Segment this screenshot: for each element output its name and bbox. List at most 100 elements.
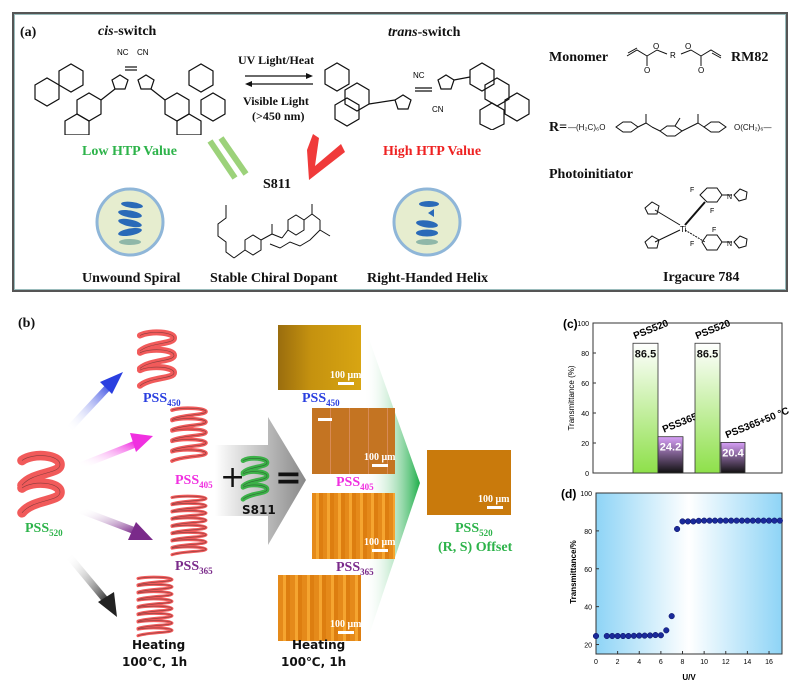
panel-c-label: (c) [563, 317, 578, 331]
bar-value-label: 86.5 [635, 348, 656, 360]
bar-value-label: 86.5 [697, 348, 718, 360]
x-tick-label: 16 [765, 659, 773, 666]
pss520-label: PSS520 [25, 521, 63, 538]
forward-condition: UV Light/Heat [238, 53, 315, 67]
svg-text:N: N [727, 241, 732, 248]
cis-switch-title: cis-switch [98, 24, 156, 40]
svg-text:F: F [690, 187, 694, 194]
bar [720, 441, 746, 474]
trans-molecule: NC CN [324, 62, 530, 130]
s811-label-a: S811 [263, 177, 292, 192]
x-tick-label: 8 [681, 659, 685, 666]
data-point [755, 517, 762, 524]
scale-bar-3 [372, 549, 388, 552]
data-point [609, 632, 616, 640]
bar-value-label: 20.4 [722, 447, 744, 459]
bar-name-label: PSS520 [632, 318, 671, 342]
trans-italic: trans [388, 25, 418, 40]
pss450-label: PSS450 [143, 391, 181, 408]
scale-label-3: 100 μm [364, 537, 396, 548]
data-point [636, 632, 643, 639]
scale-bar-2b [318, 418, 332, 421]
pss405-label: PSS405 [175, 473, 213, 490]
offset-pss520-label: PSS520 [455, 521, 493, 538]
data-point [679, 518, 686, 525]
spring-s811 [240, 455, 270, 502]
svg-text:CN: CN [137, 48, 149, 57]
photoinitiator-label: Photoinitiator [549, 167, 633, 182]
x-tick-label: 12 [722, 659, 730, 666]
scale-label-1: 100 μm [330, 370, 362, 381]
bar-name-label: PSS520 [694, 318, 733, 342]
not-equal-bars-icon [207, 136, 249, 180]
r-right-chain: O(CH₂)₆— [734, 123, 772, 132]
scale-label-4: 100 μm [330, 619, 362, 630]
svg-text:F: F [712, 227, 716, 234]
data-point [717, 517, 724, 524]
cis-italic: cis [98, 24, 114, 39]
heating-label-right: Heating [292, 638, 346, 652]
data-point [614, 632, 621, 640]
r-equals-label: R= [549, 120, 568, 135]
data-point [674, 525, 681, 533]
data-point [684, 518, 691, 525]
x-tick-label: 0 [594, 659, 598, 666]
cis-molecule: NC CN [34, 48, 226, 135]
svg-text:F: F [690, 241, 694, 248]
micro-pss365-label: PSS365 [336, 560, 374, 577]
low-htp-label: Low HTP Value [82, 144, 177, 159]
y-tick-label: 40 [584, 605, 592, 612]
y-tick-label: 100 [577, 321, 589, 328]
y-tick-label: 40 [581, 411, 589, 418]
data-point [603, 632, 610, 640]
data-point [668, 613, 675, 620]
spring-pss405 [170, 406, 208, 463]
spring-heating [136, 575, 174, 638]
data-point [630, 632, 637, 639]
scale-bar-1 [338, 382, 354, 385]
svg-text:O: O [653, 42, 659, 51]
data-point [619, 632, 627, 640]
scale-bar-2 [372, 464, 388, 467]
y-tick-label: 60 [584, 567, 592, 574]
bar-name-label: PSS365 [661, 411, 700, 435]
svg-text:Ti: Ti [680, 225, 687, 234]
y-tick-label: 20 [581, 441, 589, 448]
r-group-structure [615, 114, 727, 137]
spring-pss450 [136, 329, 178, 389]
equilibrium-arrows-icon [245, 73, 313, 87]
data-point [652, 632, 659, 639]
x-tick-label: 2 [616, 659, 620, 666]
bar-name-label: PSS365+50 °C [724, 406, 791, 442]
y-tick-label: 80 [584, 529, 592, 536]
data-point [760, 517, 767, 524]
y-axis-label: Transmittance/% [569, 540, 578, 604]
data-point [776, 517, 783, 524]
purple-arrow-icon [78, 506, 153, 540]
x-tick-label: 14 [743, 659, 751, 666]
data-point [722, 517, 729, 524]
data-point [701, 517, 708, 524]
unwound-spiral-label: Unwound Spiral [82, 271, 181, 286]
x-tick-label: 10 [700, 659, 708, 666]
x-tick-label: 6 [659, 659, 663, 666]
s811-molecule [217, 204, 331, 259]
data-point [657, 632, 664, 639]
blue-arrow-icon [65, 372, 123, 433]
dark-arrow-icon [65, 552, 117, 617]
y-tick-label: 0 [585, 471, 589, 478]
y-tick-label: 60 [581, 381, 589, 388]
scale-label-2: 100 μm [364, 452, 396, 463]
panel-a-label: (a) [20, 25, 37, 40]
s811-label-b: S811 [242, 503, 276, 517]
svg-text:CN: CN [432, 105, 444, 114]
data-point [690, 518, 697, 525]
x-tick-label: 4 [637, 659, 641, 666]
svg-text:O: O [685, 42, 691, 51]
high-htp-label: High HTP Value [383, 144, 482, 159]
bar [632, 342, 659, 474]
monomer-label: Monomer [549, 50, 609, 65]
reverse-condition-2: (>450 nm) [252, 109, 305, 123]
